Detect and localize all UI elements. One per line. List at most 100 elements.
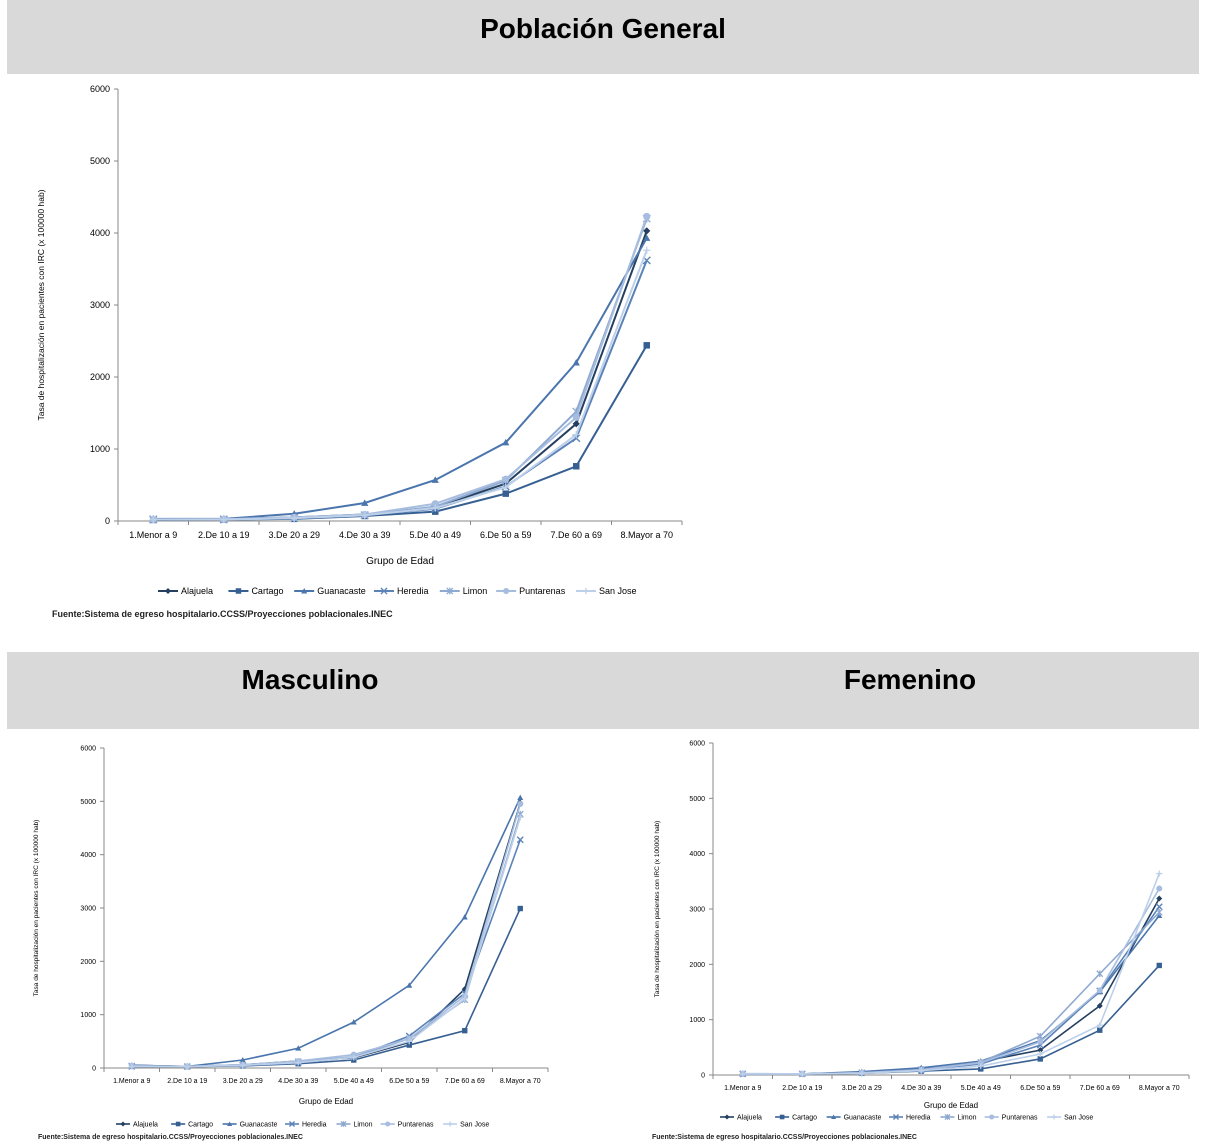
data-point bbox=[516, 836, 524, 844]
data-point bbox=[1096, 1002, 1103, 1009]
data-point bbox=[1156, 885, 1163, 892]
data-point bbox=[977, 1059, 984, 1066]
x-tick-label: 5.De 40 a 49 bbox=[961, 1085, 1001, 1092]
legend-item: Heredia bbox=[285, 1120, 327, 1128]
legend-item: Alajuela bbox=[158, 586, 213, 596]
data-point bbox=[502, 490, 509, 497]
legend-label: Guanacaste bbox=[844, 1114, 882, 1121]
legend: Alajuela Cartago Guanacaste Heredia Limon Pun… bbox=[158, 586, 636, 596]
x-axis-title: Grupo de Edad bbox=[299, 1097, 353, 1106]
legend-marker bbox=[235, 588, 242, 594]
legend-item: Cartago bbox=[775, 1114, 817, 1121]
y-tick-label: 5000 bbox=[689, 796, 705, 803]
data-point bbox=[1155, 903, 1163, 911]
legend: Alajuela Cartago Guanacaste Heredia Limon Pun… bbox=[116, 1120, 489, 1128]
data-point bbox=[918, 1067, 925, 1074]
masculino-title: Masculino bbox=[241, 664, 379, 695]
legend-marker bbox=[1051, 1114, 1057, 1120]
data-point bbox=[643, 246, 651, 254]
data-point bbox=[643, 227, 651, 235]
x-tick-label: 4.De 30 a 39 bbox=[901, 1085, 941, 1092]
x-tick-label: 2.De 10 a 19 bbox=[782, 1085, 822, 1092]
series-puntarenas bbox=[739, 885, 1163, 1077]
data-point bbox=[573, 463, 580, 470]
legend-marker bbox=[120, 1121, 126, 1127]
data-point bbox=[572, 359, 580, 366]
source-femenino: Fuente:Sistema de egreso hospitalario.CC… bbox=[652, 1134, 917, 1141]
y-tick-label: 3000 bbox=[90, 300, 110, 310]
series-line bbox=[131, 817, 522, 1068]
legend-item: Puntarenas bbox=[496, 586, 566, 596]
legend-item: Guanacaste bbox=[294, 586, 366, 596]
y-axis-title: Tasa de hospitalización en pacientes con… bbox=[33, 820, 40, 997]
x-tick-label: 4.De 30 a 39 bbox=[339, 530, 391, 540]
x-tick-label: 4.De 30 a 39 bbox=[278, 1078, 318, 1085]
series-line bbox=[742, 888, 1160, 1075]
data-point bbox=[295, 1059, 302, 1066]
legend-label: Cartago bbox=[792, 1114, 817, 1121]
legend-item: Puntarenas bbox=[984, 1114, 1038, 1121]
data-point bbox=[361, 511, 369, 519]
legend-label: Cartago bbox=[251, 586, 283, 596]
legend-label: Limon bbox=[353, 1121, 372, 1128]
data-point bbox=[977, 1063, 984, 1070]
data-point bbox=[1097, 1027, 1103, 1033]
x-tick-label: 1.Menor a 9 bbox=[113, 1078, 150, 1085]
data-point bbox=[858, 1070, 865, 1077]
data-point bbox=[290, 514, 298, 522]
data-point bbox=[406, 1038, 413, 1045]
series-line bbox=[742, 873, 1160, 1075]
legend-item: San Jose bbox=[575, 586, 636, 596]
legend-label: Puntarenas bbox=[398, 1121, 434, 1128]
x-tick-label: 6.De 50 a 59 bbox=[389, 1078, 429, 1085]
source-general: Fuente:Sistema de egreso hospitalario.CC… bbox=[52, 609, 393, 619]
data-point bbox=[406, 982, 413, 988]
x-axis-title: Grupo de Edad bbox=[924, 1101, 978, 1110]
data-point bbox=[1036, 1032, 1044, 1040]
x-tick-label: 2.De 10 a 19 bbox=[198, 530, 250, 540]
y-tick-label: 6000 bbox=[689, 740, 705, 747]
x-tick-label: 2.De 10 a 19 bbox=[167, 1078, 207, 1085]
series-line bbox=[742, 898, 1160, 1075]
y-tick-label: 1000 bbox=[689, 1017, 705, 1024]
legend: Alajuela Cartago Guanacaste Heredia Limon Pun… bbox=[720, 1113, 1093, 1121]
femenino-title: Femenino bbox=[843, 664, 977, 695]
x-tick-label: 5.De 40 a 49 bbox=[409, 530, 461, 540]
legend-item: Alajuela bbox=[720, 1114, 762, 1121]
data-point bbox=[239, 1057, 246, 1063]
general-title: Población General bbox=[480, 13, 726, 44]
sex-header-band bbox=[7, 652, 1199, 729]
legend-label: Guanacaste bbox=[240, 1121, 278, 1128]
data-point bbox=[462, 1027, 468, 1034]
series-san-jose bbox=[739, 870, 1163, 1077]
legend-marker bbox=[385, 1121, 391, 1127]
data-point bbox=[1037, 1038, 1044, 1045]
legend-label: Alajuela bbox=[181, 586, 213, 596]
series-line bbox=[153, 249, 648, 521]
x-tick-label: 8.Mayor a 70 bbox=[1139, 1085, 1180, 1092]
legend-item: Guanacaste bbox=[222, 1121, 278, 1128]
data-point bbox=[572, 431, 580, 439]
data-point bbox=[1037, 1050, 1044, 1057]
legend-marker bbox=[779, 1114, 785, 1120]
x-tick-label: 7.De 60 a 69 bbox=[1080, 1085, 1120, 1092]
legend-label: Cartago bbox=[188, 1121, 213, 1128]
legend-item: Heredia bbox=[374, 586, 429, 596]
legend-label: Limon bbox=[463, 586, 488, 596]
data-point bbox=[517, 801, 524, 807]
legend-marker bbox=[582, 587, 590, 595]
legend-item: Alajuela bbox=[116, 1121, 158, 1128]
legend-marker bbox=[175, 1121, 181, 1127]
y-axis-title: Tasa de hospitalización en pacientes con… bbox=[36, 189, 46, 420]
legend-item: San Jose bbox=[1047, 1114, 1093, 1121]
y-axis-title: Tasa de hospitalización en pacientes con… bbox=[654, 821, 661, 998]
legend-marker bbox=[301, 587, 308, 594]
legend-label: San Jose bbox=[460, 1121, 489, 1128]
data-point bbox=[572, 413, 580, 421]
data-point bbox=[1156, 962, 1162, 969]
chart-general: 0 1000 2000 3000 4000 5000 6000 1.Menor a 9 2.De… bbox=[36, 84, 683, 596]
data-point bbox=[1037, 1056, 1043, 1062]
series-san-jose bbox=[149, 246, 651, 524]
legend-marker bbox=[446, 587, 454, 595]
